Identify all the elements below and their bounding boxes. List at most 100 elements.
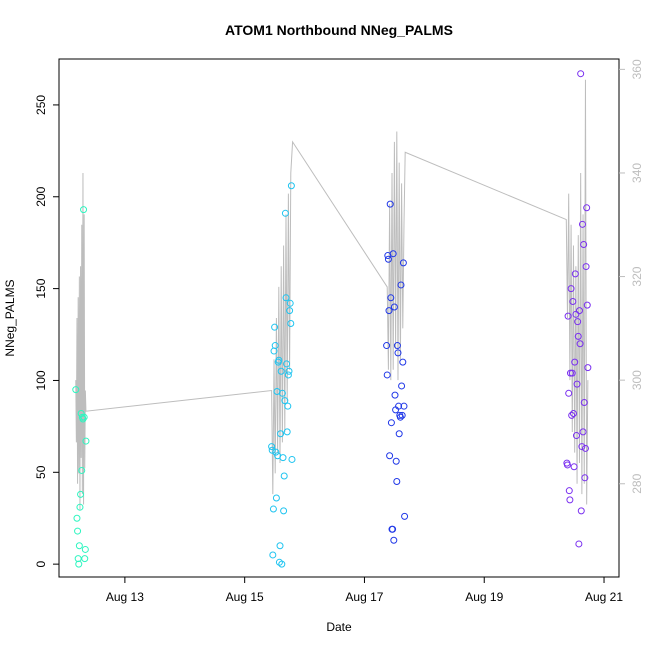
data-point — [269, 505, 277, 513]
data-point — [278, 389, 286, 397]
line-layer — [75, 79, 589, 510]
data-point — [390, 303, 398, 311]
data-point — [563, 461, 571, 469]
y-tick-label: 0 — [34, 560, 48, 567]
data-point — [286, 307, 294, 315]
data-point — [572, 432, 580, 440]
data-point — [579, 428, 587, 436]
data-point — [580, 241, 588, 249]
data-point — [383, 371, 391, 379]
data-point — [76, 503, 84, 511]
data-point — [568, 411, 576, 419]
y2-axis: 280 300 320 340 360 — [619, 59, 644, 494]
data-point — [276, 542, 284, 550]
data-point — [576, 340, 584, 348]
data-point — [73, 514, 81, 522]
x-tick-label: Aug 17 — [345, 590, 383, 604]
y-tick-label: 50 — [34, 465, 48, 479]
chart-title: ATOM1 Northbound NNeg_PALMS — [225, 22, 453, 38]
data-point — [384, 255, 392, 263]
data-point — [584, 364, 592, 372]
data-point — [401, 512, 409, 520]
data-point — [75, 542, 83, 550]
data-point — [577, 507, 585, 515]
data-point — [387, 419, 395, 427]
data-point — [284, 371, 292, 379]
data-point — [564, 312, 572, 320]
data-point — [389, 525, 397, 533]
data-point — [80, 413, 88, 421]
data-point — [277, 367, 285, 375]
data-point — [284, 402, 292, 410]
data-point — [399, 358, 407, 366]
data-point — [398, 411, 406, 419]
data-point — [397, 281, 405, 289]
y-tick-label: 200 — [34, 186, 48, 206]
data-point — [573, 380, 581, 388]
data-point — [566, 496, 574, 504]
data-point — [391, 391, 399, 399]
data-point — [583, 204, 591, 212]
data-point — [77, 490, 85, 498]
data-point — [275, 356, 283, 364]
data-point — [569, 410, 577, 418]
data-point — [281, 397, 289, 405]
data-point — [272, 494, 280, 502]
data-point — [280, 472, 288, 480]
data-point — [80, 206, 88, 214]
data-point — [78, 466, 86, 474]
data-point — [288, 455, 296, 463]
data-point — [287, 320, 295, 328]
data-point — [400, 402, 408, 410]
data-point — [565, 389, 573, 397]
data-point — [581, 474, 589, 482]
data-point — [278, 560, 286, 568]
point-layer — [72, 70, 592, 568]
data-point — [393, 342, 401, 350]
data-point — [570, 463, 578, 471]
data-point — [280, 507, 288, 515]
data-point — [574, 332, 582, 340]
data-point — [279, 454, 287, 462]
data-point — [390, 536, 398, 544]
data-point — [582, 263, 590, 271]
data-point — [583, 301, 591, 309]
data-point — [72, 386, 80, 394]
data-point — [74, 527, 82, 535]
data-point — [393, 477, 401, 485]
data-point — [581, 444, 589, 452]
data-point — [272, 448, 280, 456]
data-point — [271, 342, 279, 350]
y-tick-label: 100 — [34, 370, 48, 390]
data-point — [81, 555, 89, 563]
data-point — [271, 323, 279, 331]
data-point — [286, 299, 294, 307]
y2-tick-label: 300 — [630, 370, 644, 390]
y-axis: 0 50 100 150 200 250 — [34, 95, 59, 567]
data-point — [575, 540, 583, 548]
data-point — [577, 70, 585, 78]
data-point — [277, 430, 285, 438]
x-tick-label: Aug 19 — [465, 590, 503, 604]
data-point — [387, 294, 395, 302]
x-axis-label: Date — [326, 620, 352, 634]
data-point — [281, 209, 289, 217]
data-point — [75, 560, 83, 568]
y2-tick-label: 340 — [630, 163, 644, 183]
data-point — [392, 457, 400, 465]
plot-area — [58, 58, 620, 578]
data-point — [285, 367, 293, 375]
data-point — [81, 545, 89, 553]
y-tick-label: 150 — [34, 278, 48, 298]
data-point — [394, 349, 402, 357]
data-point — [569, 297, 577, 305]
data-point — [269, 551, 277, 559]
data-point — [574, 318, 582, 326]
data-point — [79, 415, 87, 423]
data-point — [395, 402, 403, 410]
y-tick-label: 250 — [34, 95, 48, 115]
data-point — [565, 487, 573, 495]
data-point — [287, 182, 295, 190]
data-point — [575, 307, 583, 315]
